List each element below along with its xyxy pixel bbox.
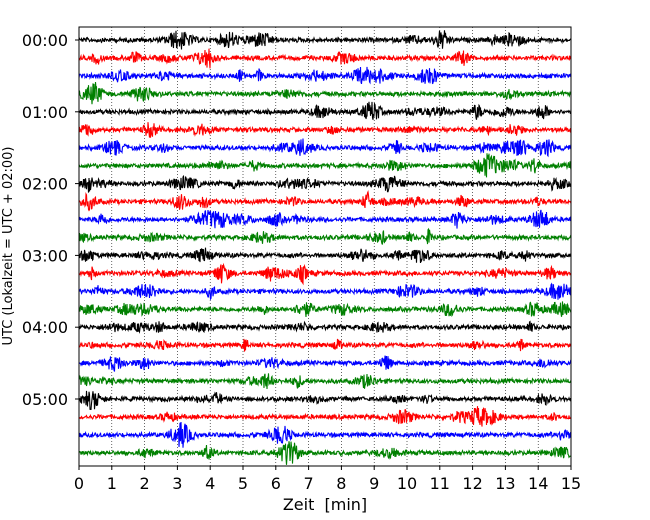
trace-line-0100 — [78, 101, 572, 120]
x-tick-label: 0 — [74, 474, 84, 493]
trace-line-0300 — [78, 247, 572, 263]
y-tick-label: 00:00 — [22, 31, 68, 50]
x-tick-label: 2 — [140, 474, 150, 493]
trace-line-0145 — [78, 153, 572, 178]
trace-line-0030 — [78, 66, 572, 85]
trace-line-0400 — [78, 320, 572, 334]
y-tick-label: 03:00 — [22, 246, 68, 265]
x-axis-label: Zeit [min] — [283, 495, 367, 514]
plot-frame — [78, 26, 572, 467]
x-tick-label: 12 — [462, 474, 482, 493]
x-tick-label: 11 — [430, 474, 450, 493]
x-tick-label: 5 — [238, 474, 248, 493]
x-tick-label: 15 — [561, 474, 581, 493]
x-tick-label: 6 — [271, 474, 281, 493]
trace-line-0530 — [78, 422, 572, 448]
seismic-traces — [78, 30, 572, 465]
y-tick-label: 04:00 — [22, 318, 68, 337]
x-tick-label: 4 — [205, 474, 215, 493]
trace-line-0215 — [78, 190, 572, 212]
x-axis-ticks: 0 1 2 3 4 5 6 7 8 9 10 11 12 13 14 15 — [74, 466, 581, 493]
trace-line-0445 — [78, 373, 572, 389]
x-tick-label: 3 — [172, 474, 182, 493]
vertical-grid — [111, 27, 539, 466]
y-tick-label: 02:00 — [22, 175, 68, 194]
trace-line-0130 — [78, 138, 572, 158]
x-tick-label: 7 — [304, 474, 314, 493]
trace-line-0000 — [78, 30, 572, 50]
trace-line-0315 — [78, 262, 572, 286]
x-tick-label: 14 — [528, 474, 548, 493]
trace-line-0245 — [78, 227, 572, 245]
trace-line-0115 — [78, 122, 572, 138]
y-axis-ticks: 00:00 01:00 02:00 03:00 04:00 05:00 — [22, 31, 79, 409]
x-tick-label: 8 — [336, 474, 346, 493]
y-tick-label: 01:00 — [22, 103, 68, 122]
trace-line-0430 — [78, 355, 572, 372]
trace-line-0015 — [78, 48, 572, 69]
trace-line-0200 — [78, 174, 572, 193]
x-tick-label: 1 — [107, 474, 117, 493]
trace-line-0415 — [78, 338, 572, 352]
trace-line-0230 — [78, 209, 572, 229]
trace-line-0545 — [78, 441, 572, 465]
y-tick-label: 05:00 — [22, 390, 68, 409]
y-axis-label: UTC (Lokalzeit = UTC + 02:00) — [1, 147, 16, 346]
x-tick-label: 9 — [369, 474, 379, 493]
trace-line-0330 — [78, 282, 572, 301]
trace-line-0045 — [78, 81, 572, 105]
x-tick-label: 13 — [495, 474, 515, 493]
x-tick-label: 10 — [397, 474, 417, 493]
trace-line-0345 — [78, 301, 572, 318]
trace-line-0500 — [78, 390, 572, 411]
trace-line-0515 — [78, 406, 572, 427]
